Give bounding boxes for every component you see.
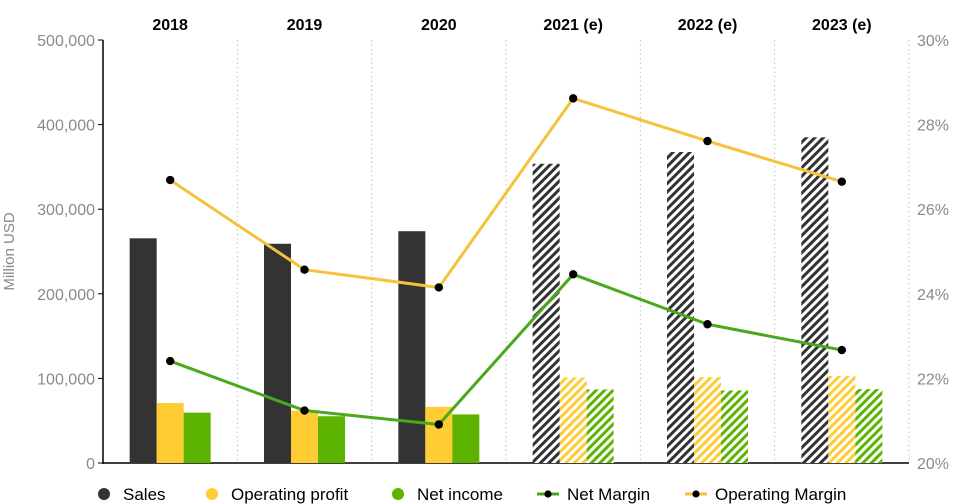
legend-label-operating-profit: Operating profit — [231, 485, 348, 504]
category-label: 2020 — [421, 17, 457, 34]
gridlines — [236, 40, 910, 463]
point-net-margin — [568, 270, 578, 279]
point-net-margin — [165, 356, 175, 366]
y2-tick-label: 20% — [917, 456, 949, 473]
category-label: 2022 (e) — [678, 17, 738, 34]
y2-tick-label: 26% — [917, 202, 949, 219]
y-tick-label: 100,000 — [37, 371, 95, 388]
point-operating-margin — [434, 283, 444, 292]
bar-operating-profit — [828, 376, 856, 463]
y2-tick-label: 24% — [917, 287, 949, 304]
legend-label-net-margin: Net Margin — [567, 485, 650, 504]
axes — [98, 39, 909, 464]
category-label: 2021 (e) — [543, 17, 603, 34]
y-tick-label: 400,000 — [37, 118, 95, 135]
legend-label-net-income: Net income — [417, 485, 503, 504]
bar-net-income — [183, 412, 211, 463]
bar-operating-profit — [291, 410, 318, 463]
bars — [129, 137, 883, 464]
bar-operating-profit — [156, 403, 184, 463]
y-tick-label: 200,000 — [37, 287, 95, 304]
legend-swatch-operating-profit — [206, 488, 218, 500]
point-net-margin — [434, 420, 444, 429]
y-tick-label: 300,000 — [37, 202, 95, 219]
bar-sales — [801, 137, 829, 464]
margin-lines — [165, 94, 847, 429]
y-axis-title: Million USD — [1, 212, 18, 291]
point-net-margin — [703, 320, 712, 329]
line-net-margin — [169, 272, 843, 427]
legend-swatch-sales — [98, 488, 110, 500]
category-label: 2023 (e) — [812, 17, 872, 34]
point-operating-margin — [165, 175, 175, 185]
legend-marker-net-margin — [544, 490, 552, 498]
legend-swatch-net-income — [392, 488, 404, 500]
bar-sales — [398, 231, 426, 463]
bar-net-income — [318, 416, 345, 463]
bar-net-income — [586, 389, 614, 463]
y2-tick-label: 28% — [917, 118, 949, 135]
point-net-margin — [300, 406, 309, 415]
legend: Sales Operating profit Net income Net Margi… — [98, 485, 846, 504]
bar-sales — [667, 152, 694, 463]
bar-net-income — [855, 389, 883, 463]
point-operating-margin — [837, 177, 847, 186]
bar-sales — [264, 243, 291, 463]
line-operating-margin — [169, 96, 843, 289]
bar-operating-profit — [694, 377, 721, 463]
point-net-margin — [837, 345, 847, 355]
y-tick-label: 500,000 — [37, 33, 95, 50]
point-operating-margin — [703, 136, 712, 146]
bar-net-income — [452, 414, 480, 463]
bar-sales — [129, 238, 157, 463]
bar-operating-profit — [559, 377, 587, 463]
y-tick-label: 0 — [86, 456, 95, 473]
point-operating-margin — [300, 265, 309, 274]
category-label: 2019 — [287, 17, 323, 34]
y2-tick-label: 30% — [917, 33, 949, 50]
point-operating-margin — [568, 94, 578, 103]
legend-label-sales: Sales — [123, 485, 166, 504]
bar-net-income — [721, 390, 748, 463]
axis-labels: 0 100,000 200,000 300,000 400,000 500,000 20% 2… — [1, 17, 949, 473]
category-label: 2018 — [152, 17, 188, 34]
legend-marker-operating-margin — [692, 490, 700, 498]
legend-label-operating-margin: Operating Margin — [715, 485, 846, 504]
y2-tick-label: 22% — [917, 371, 949, 388]
